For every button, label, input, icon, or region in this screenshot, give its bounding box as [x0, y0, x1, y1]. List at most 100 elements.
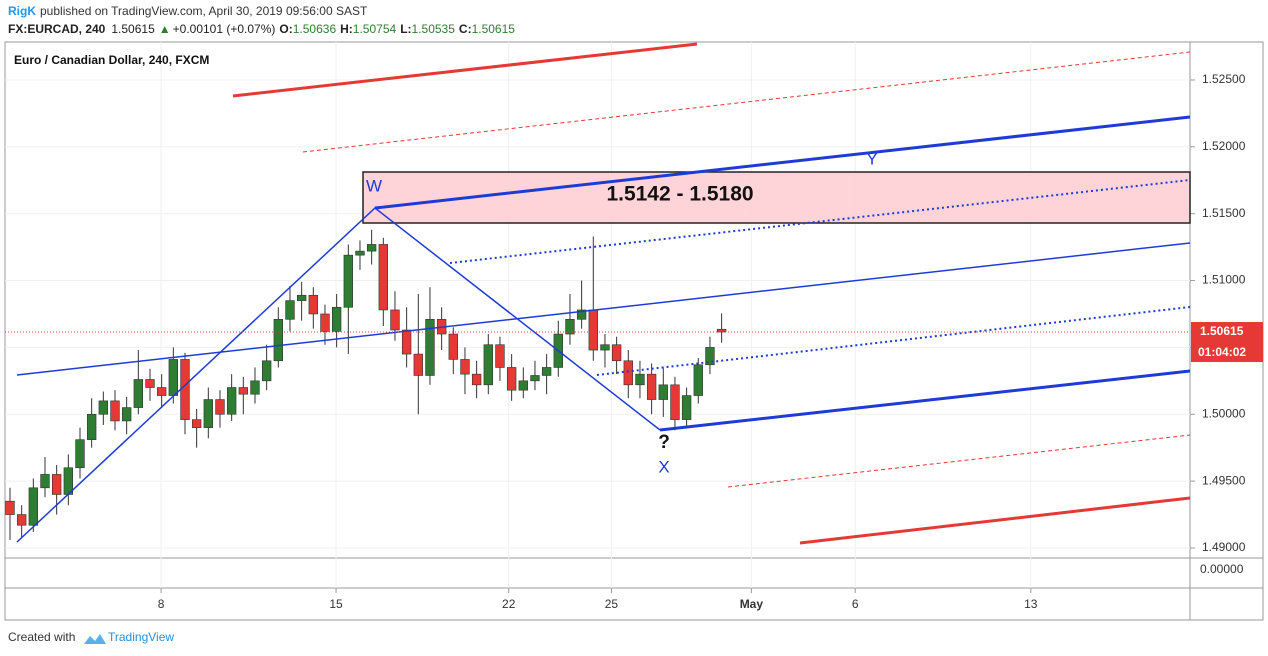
candle-body — [600, 344, 610, 351]
l-value: 1.50535 — [412, 22, 456, 36]
wave-x: X — [658, 457, 669, 476]
y-tick-label: 1.51500 — [1202, 206, 1246, 220]
candle-body — [693, 364, 703, 396]
candle-body — [425, 319, 435, 376]
candle-body — [226, 387, 237, 415]
candle-body — [51, 474, 62, 495]
author: RigK — [8, 4, 36, 18]
target-zone — [362, 171, 1191, 224]
candle-body — [156, 387, 167, 396]
candle-body — [705, 347, 715, 366]
x-tick-label: 22 — [502, 597, 516, 611]
candle-body — [168, 359, 178, 396]
candle-body — [401, 329, 412, 355]
candle-body — [611, 344, 622, 362]
median-line — [374, 115, 1191, 210]
candle-body — [285, 300, 295, 320]
candle-body — [681, 395, 692, 420]
y-tick-label: 1.52000 — [1202, 139, 1246, 153]
candle-body — [623, 360, 633, 386]
candle-body — [191, 419, 202, 428]
c-label: C: — [459, 22, 472, 36]
red-dashed-line — [302, 51, 1191, 153]
candle-body — [40, 474, 50, 489]
candle-body — [331, 306, 342, 332]
candle-body — [448, 333, 458, 360]
candle-body — [506, 367, 517, 391]
lower-line — [659, 369, 1191, 432]
h-label: H: — [340, 22, 353, 36]
candle-body — [541, 367, 552, 376]
blue-dotted-line — [449, 179, 1191, 264]
change: +0.00101 (+0.07%) — [173, 22, 276, 36]
y-tick-label: 1.50000 — [1202, 406, 1246, 420]
last: 1.50615 — [111, 22, 155, 36]
symbol: FX:EURCAD, 240 — [8, 22, 106, 36]
question: ? — [658, 432, 670, 453]
price-tag-label: 1.50615 — [1200, 324, 1244, 338]
red-line — [232, 42, 698, 98]
candle-body — [320, 313, 330, 332]
candle-body — [366, 244, 377, 252]
candle-body — [483, 344, 493, 386]
candle-body — [471, 373, 482, 386]
red-line — [799, 496, 1191, 545]
c-value: 1.50615 — [472, 22, 516, 36]
candle-body — [121, 407, 132, 422]
candle-body — [203, 399, 213, 428]
drawings: 1.5142 - 1.5180 W Y ? X — [16, 42, 1191, 545]
o-value: 1.50636 — [293, 22, 337, 36]
x-tick-label: May — [740, 597, 764, 611]
o-label: O: — [279, 22, 292, 36]
candle-body — [495, 344, 505, 368]
footer-created: Created with — [8, 630, 75, 644]
candle-body — [460, 359, 470, 375]
candle-body — [261, 360, 272, 382]
candle-body — [518, 380, 528, 391]
red-dashed-line — [727, 434, 1191, 488]
candle-body — [390, 309, 400, 331]
h-value: 1.50754 — [353, 22, 397, 36]
zigzag — [16, 207, 661, 543]
logo — [84, 634, 106, 644]
y-tick-label: 1.52500 — [1202, 72, 1246, 86]
candle-body — [716, 328, 727, 333]
candle-body — [238, 387, 248, 395]
candle-body — [28, 487, 39, 526]
candle-body — [250, 380, 260, 395]
wave-y: Y — [866, 149, 877, 168]
candle-body — [180, 359, 190, 420]
footer-brand: TradingView — [108, 630, 174, 644]
x-tick-label: 15 — [329, 597, 343, 611]
candle-body — [110, 400, 120, 422]
y-tick-label: 1.49000 — [1202, 540, 1246, 554]
candle-body — [273, 319, 283, 362]
candle-body — [75, 439, 85, 469]
x-tick-label: 6 — [852, 597, 859, 611]
candle-body — [215, 399, 225, 415]
lower-pane-tick: 0.00000 — [1200, 562, 1244, 576]
ohlc-line: FX:EURCAD, 240 1.50615 ▲ +0.00101 (+0.07%) O… — [8, 22, 515, 36]
candle-body — [98, 400, 109, 415]
y-tick-label: 1.51000 — [1202, 273, 1246, 287]
candle-body — [355, 250, 365, 256]
x-tick-label: 8 — [158, 597, 165, 611]
price-tag — [1191, 322, 1263, 363]
wave-w: W — [366, 176, 382, 195]
candle-body — [658, 384, 668, 400]
candle-body — [133, 379, 143, 408]
candle-body — [576, 309, 587, 320]
candle-body — [635, 373, 645, 386]
candle-body — [16, 514, 27, 526]
zone-label: 1.5142 - 1.5180 — [606, 183, 753, 206]
candle-body — [565, 319, 575, 335]
candle-body — [343, 254, 353, 308]
candle-body — [646, 373, 657, 400]
y-tick-label: 1.49500 — [1202, 473, 1246, 487]
arrow: ▲ — [159, 22, 171, 36]
chart-title: Euro / Canadian Dollar, 240, FXCM — [14, 53, 209, 67]
candle-body — [308, 294, 318, 315]
x-tick-label: 25 — [605, 597, 619, 611]
